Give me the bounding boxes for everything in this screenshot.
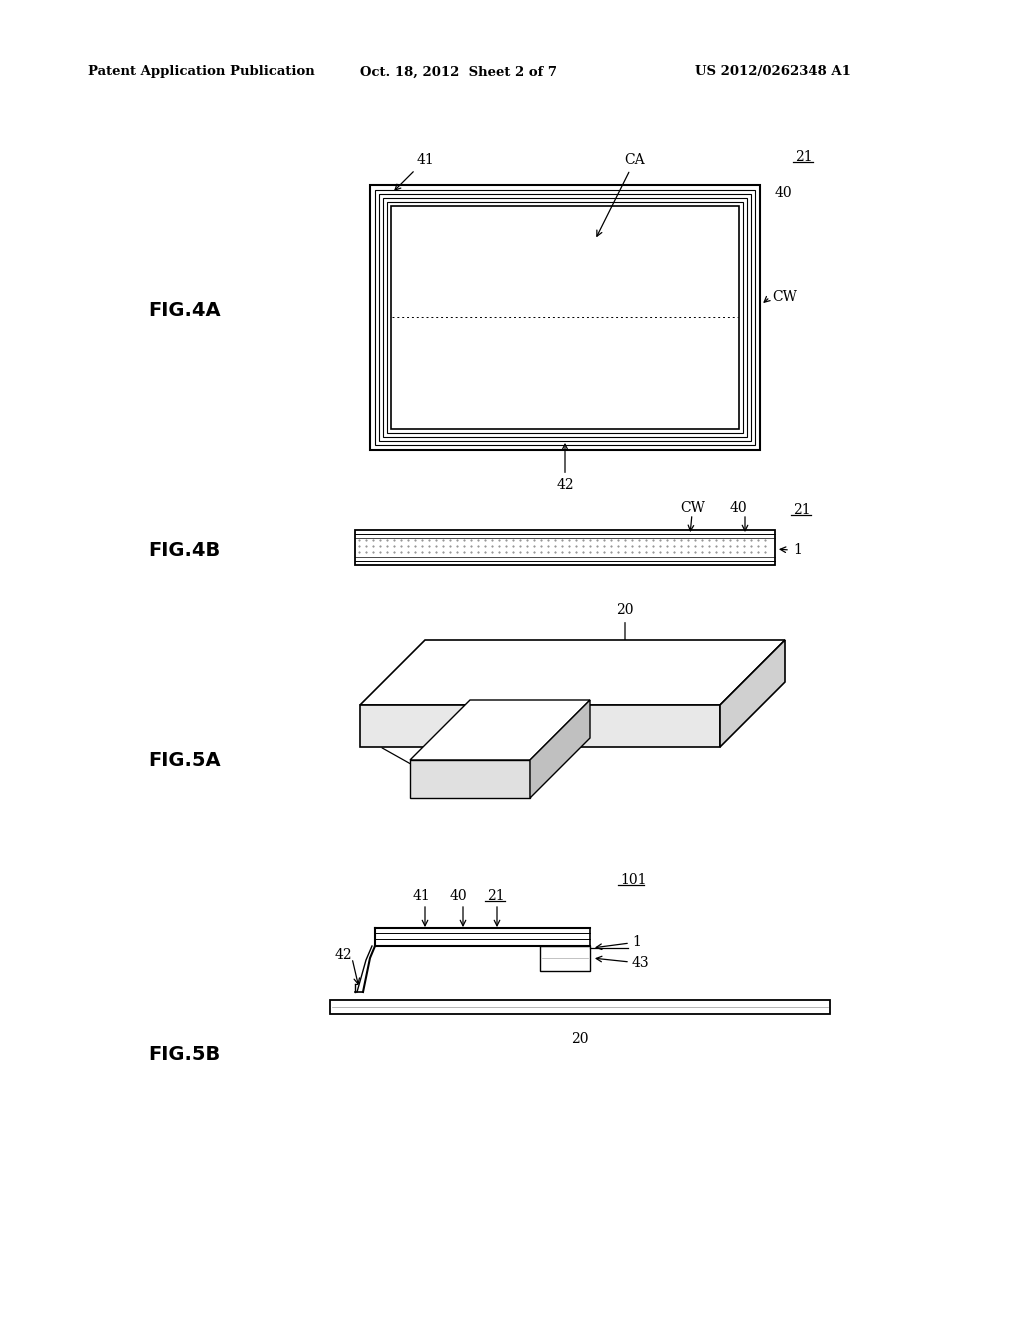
Text: Oct. 18, 2012  Sheet 2 of 7: Oct. 18, 2012 Sheet 2 of 7	[360, 66, 557, 78]
Text: 20: 20	[571, 1032, 589, 1045]
Text: FIG.5B: FIG.5B	[148, 1045, 220, 1064]
Polygon shape	[360, 705, 720, 747]
Text: 41: 41	[395, 153, 434, 190]
Text: Patent Application Publication: Patent Application Publication	[88, 66, 314, 78]
Polygon shape	[530, 700, 590, 799]
Polygon shape	[410, 700, 590, 760]
Text: CA: CA	[597, 153, 645, 236]
Text: 1: 1	[793, 543, 802, 557]
Bar	[330, 1001, 830, 1014]
Text: 41: 41	[413, 888, 431, 903]
Text: FIG.4B: FIG.4B	[148, 540, 220, 560]
Text: 43: 43	[632, 956, 649, 970]
Text: 40: 40	[450, 888, 468, 903]
Text: 40: 40	[775, 186, 793, 201]
Text: FIG.4A: FIG.4A	[148, 301, 220, 319]
Text: 40: 40	[730, 502, 748, 515]
Text: 21: 21	[487, 888, 505, 903]
Text: 21: 21	[795, 150, 813, 164]
Text: FIG.5A: FIG.5A	[148, 751, 220, 770]
Text: 21: 21	[793, 503, 811, 517]
Text: 101: 101	[620, 873, 646, 887]
Text: 42: 42	[556, 444, 573, 492]
Bar	[355, 531, 775, 565]
Polygon shape	[720, 640, 785, 747]
Polygon shape	[360, 640, 785, 705]
Text: CW: CW	[772, 290, 797, 304]
Text: 1: 1	[632, 935, 641, 949]
Bar	[540, 946, 590, 972]
Bar	[393, 209, 737, 426]
Text: CW: CW	[680, 502, 705, 515]
Text: US 2012/0262348 A1: US 2012/0262348 A1	[695, 66, 851, 78]
Text: 43: 43	[359, 733, 421, 770]
Text: 42: 42	[335, 948, 352, 962]
Text: 20: 20	[616, 603, 634, 643]
Polygon shape	[410, 760, 530, 799]
